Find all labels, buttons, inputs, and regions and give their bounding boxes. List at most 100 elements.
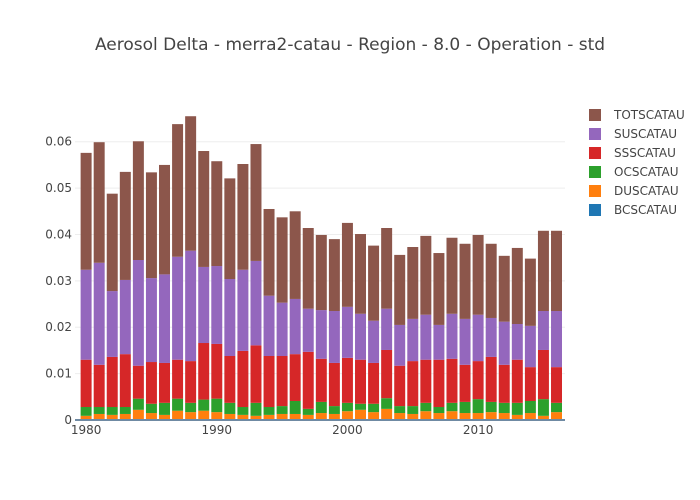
bar-suscatau-2009 — [459, 318, 471, 365]
bar-suscatau-1992 — [237, 269, 249, 351]
legend-label: SUSCATAU — [614, 127, 677, 141]
bar-suscatau-2008 — [446, 313, 458, 359]
bar-suscatau-2005 — [407, 318, 419, 362]
y-tick-label: 0 — [64, 413, 72, 427]
bar-suscatau-1981 — [93, 262, 105, 365]
bar-suscatau-1989 — [198, 266, 210, 344]
bar-suscatau-1984 — [132, 260, 144, 366]
bar-duscatau-2012 — [498, 413, 510, 420]
bar-totscatau-1999 — [328, 239, 340, 312]
legend-item-ocscatau[interactable]: OCSCATAU — [589, 165, 679, 179]
bar-duscatau-1990 — [211, 412, 223, 420]
bar-duscatau-2015 — [537, 415, 549, 420]
x-tick-label: 1990 — [201, 423, 232, 437]
bar-ocscatau-2015 — [537, 399, 549, 416]
bar-ocscatau-2016 — [551, 402, 562, 413]
bar-totscatau-1994 — [263, 208, 275, 296]
bar-duscatau-1997 — [302, 414, 314, 420]
bar-totscatau-2014 — [524, 258, 536, 326]
bar-suscatau-2001 — [355, 313, 366, 360]
bar-ssscatau-1985 — [145, 362, 157, 404]
bar-ssscatau-2011 — [485, 356, 497, 402]
bar-suscatau-2003 — [381, 308, 393, 350]
bar-ocscatau-2000 — [341, 402, 353, 412]
bar-suscatau-1983 — [119, 279, 131, 355]
bar-ocscatau-2003 — [381, 398, 393, 409]
bar-suscatau-2007 — [433, 324, 445, 360]
bar-ocscatau-2004 — [394, 406, 406, 414]
bar-totscatau-1990 — [211, 161, 223, 267]
bar-ocscatau-2008 — [446, 402, 458, 412]
y-tick-label: 0.05 — [45, 181, 72, 195]
bar-duscatau-1999 — [328, 413, 340, 420]
legend-label: TOTSCATAU — [613, 108, 685, 122]
bar-suscatau-1982 — [106, 291, 118, 357]
bar-suscatau-2010 — [472, 314, 484, 362]
x-tick-label: 2010 — [463, 423, 494, 437]
bar-ocscatau-1994 — [263, 407, 275, 415]
bar-ssscatau-1982 — [106, 356, 118, 408]
bar-duscatau-2003 — [381, 408, 393, 420]
bar-ssscatau-2004 — [394, 365, 406, 407]
bar-ocscatau-1984 — [132, 398, 144, 410]
y-tick-label: 0.04 — [45, 227, 72, 241]
bar-ssscatau-2009 — [459, 364, 471, 402]
bar-duscatau-2006 — [420, 411, 432, 420]
bar-totscatau-1989 — [198, 151, 210, 267]
bar-ocscatau-2009 — [459, 401, 471, 414]
bar-ocscatau-2012 — [498, 402, 510, 414]
legend-label: OCSCATAU — [614, 165, 679, 179]
y-tick-label: 0.01 — [45, 367, 72, 381]
bar-ocscatau-1999 — [328, 406, 340, 414]
legend-swatch — [589, 166, 601, 178]
legend-label: SSSCATAU — [614, 146, 676, 160]
legend-item-suscatau[interactable]: SUSCATAU — [589, 127, 677, 141]
bar-ssscatau-1995 — [276, 356, 288, 407]
bar-totscatau-1995 — [276, 217, 288, 303]
bar-suscatau-2016 — [551, 311, 562, 368]
y-gridlines: 0 0.01 0.02 0.03 0.04 0.05 0.06 — [45, 135, 565, 427]
legend-item-bcscatau[interactable]: BCSCATAU — [589, 203, 677, 217]
bar-duscatau-1987 — [172, 410, 184, 420]
bar-ocscatau-1993 — [250, 402, 262, 416]
legend-swatch — [589, 185, 601, 197]
legend-item-ssscatau[interactable]: SSSCATAU — [589, 146, 676, 160]
bar-totscatau-2005 — [407, 247, 419, 319]
bar-totscatau-2006 — [420, 235, 432, 315]
bar-duscatau-2001 — [355, 409, 366, 420]
bar-totscatau-1980 — [80, 152, 92, 270]
bar-totscatau-1984 — [132, 141, 144, 260]
bar-suscatau-1980 — [80, 269, 92, 360]
bar-totscatau-1986 — [159, 164, 170, 275]
bar-duscatau-2014 — [524, 413, 536, 420]
bar-duscatau-2011 — [485, 412, 497, 420]
y-tick-label: 0.02 — [45, 320, 72, 334]
bar-duscatau-2016 — [551, 412, 562, 420]
bar-duscatau-1989 — [198, 410, 210, 420]
bar-ssscatau-1980 — [80, 359, 92, 408]
bar-ssscatau-2014 — [524, 367, 536, 401]
bar-duscatau-2004 — [394, 413, 406, 420]
bar-suscatau-1998 — [315, 310, 327, 359]
bar-ocscatau-2006 — [420, 402, 432, 412]
legend-item-totscatau[interactable]: TOTSCATAU — [589, 108, 685, 122]
bar-ssscatau-2008 — [446, 358, 458, 403]
legend-item-duscatau[interactable]: DUSCATAU — [589, 184, 679, 198]
bar-duscatau-2013 — [511, 414, 523, 420]
bar-suscatau-1987 — [172, 256, 184, 360]
bar-totscatau-2015 — [537, 230, 549, 312]
bar-ocscatau-2011 — [485, 401, 497, 413]
bar-ssscatau-1981 — [93, 364, 105, 408]
bar-duscatau-1984 — [132, 409, 144, 420]
bar-suscatau-1999 — [328, 311, 340, 363]
bar-suscatau-1997 — [302, 308, 314, 352]
legend-label: DUSCATAU — [614, 184, 679, 198]
bar-totscatau-2010 — [472, 234, 484, 315]
legend-swatch — [589, 147, 601, 159]
bar-ocscatau-1981 — [93, 407, 105, 414]
bar-ocscatau-1991 — [224, 402, 236, 414]
bar-totscatau-1981 — [93, 142, 105, 263]
bar-duscatau-2005 — [407, 413, 419, 420]
bar-suscatau-2011 — [485, 317, 497, 357]
legend-swatch — [589, 204, 601, 216]
